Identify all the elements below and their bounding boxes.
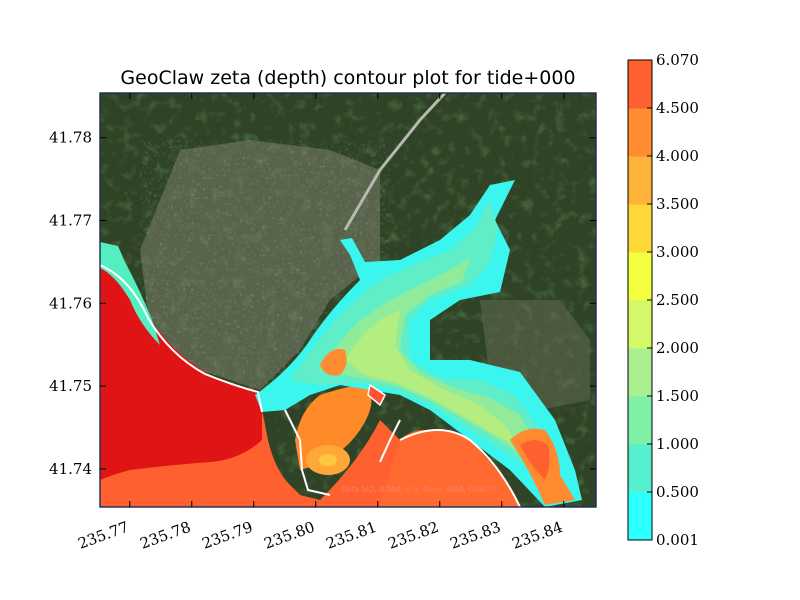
colorbar-band (628, 156, 652, 205)
jetty-east (379, 419, 401, 463)
colorbar: 0.001 0.500 1.000 1.500 2.000 2.500 3.000 3.500… (627, 51, 699, 549)
plot-frame (99, 92, 597, 508)
x-tick-label: 235.78 (138, 518, 193, 553)
highway (343, 93, 447, 231)
x-tick-label: 235.82 (386, 518, 441, 553)
colorbar-label: 1.000 (656, 435, 699, 453)
colorbar-band (628, 444, 652, 493)
plot-area: Data SIO, NOAA, U.S. Navy, NGA, GEBCO (100, 93, 596, 507)
shoal-3000 (319, 454, 337, 466)
colorbar-band (628, 396, 652, 445)
x-tick-label: 235.80 (262, 518, 317, 553)
colorbar-label: 2.000 (656, 339, 699, 357)
x-tick-label: 235.79 (200, 518, 255, 553)
colorbar-label: 3.500 (656, 195, 699, 213)
colorbar-band (628, 252, 652, 301)
y-tick-label: 41.78 (49, 129, 92, 147)
map-attribution: Data SIO, NOAA, U.S. Navy, NGA, GEBCO (341, 485, 495, 494)
estuary-band-150 (345, 310, 518, 445)
y-tick-label: 41.77 (49, 212, 92, 230)
shoreline (100, 264, 521, 507)
colorbar-label: 1.500 (656, 387, 699, 405)
nw-shore-band (100, 242, 160, 345)
x-tick-label: 235.83 (448, 518, 503, 553)
x-tick-label: 235.81 (324, 518, 379, 553)
colorbar-band (628, 300, 652, 349)
chart-title: GeoClaw zeta (depth) contour plot for ti… (120, 67, 575, 89)
colorbar-label: 4.000 (656, 147, 699, 165)
y-tick-label: 41.76 (49, 294, 92, 312)
colorbar-band (628, 60, 652, 109)
colorbar-label: 6.070 (656, 51, 699, 69)
colorbar-band (628, 108, 652, 157)
estuary-east-patch-inner (520, 440, 550, 480)
y-tick-label: 41.75 (49, 377, 92, 395)
colorbar-band (628, 204, 652, 253)
x-tick-label: 235.84 (510, 518, 565, 553)
colorbar-band (628, 348, 652, 397)
colorbar-label: 3.000 (656, 243, 699, 261)
x-tick-label: 235.77 (76, 518, 131, 553)
colorbar-band (628, 492, 652, 541)
ocean-band-east (380, 430, 520, 507)
estuary-orange-patch (320, 349, 347, 376)
colorbar-label: 0.001 (656, 531, 699, 549)
jetty-west (284, 409, 331, 496)
colorbar-label: 2.500 (656, 291, 699, 309)
breakwater (367, 383, 386, 407)
y-axis: 41.74 41.75 41.76 41.77 41.78 (49, 129, 596, 478)
estuary-band-100 (320, 258, 540, 458)
colorbar-label: 0.500 (656, 483, 699, 501)
y-tick-label: 41.74 (49, 460, 92, 478)
colorbar-label: 4.500 (656, 99, 699, 117)
